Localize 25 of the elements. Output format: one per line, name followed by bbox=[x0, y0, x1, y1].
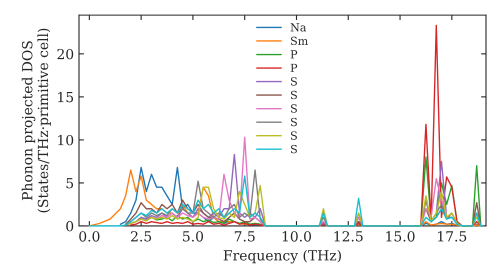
y-tick-label: 0 bbox=[66, 220, 74, 232]
y-axis-title: Phonon projected DOS (States/THz·primitive cell) bbox=[22, 28, 51, 212]
legend-label: Na bbox=[290, 23, 306, 32]
legend-label: S bbox=[291, 104, 297, 113]
legend-label: S bbox=[291, 144, 297, 154]
y-tick-label: 10 bbox=[58, 134, 74, 146]
legend-label: S bbox=[291, 118, 297, 126]
x-tick-label: 17.5 bbox=[438, 231, 466, 242]
x-tick-label: 0.0 bbox=[79, 231, 100, 242]
x-tick-label: 15.0 bbox=[386, 231, 415, 242]
x-tick-label: 2.5 bbox=[131, 231, 152, 242]
x-tick-label: 5.0 bbox=[183, 231, 204, 242]
x-tick-label: 7.5 bbox=[234, 231, 255, 242]
y-tick-label: 15 bbox=[58, 92, 74, 102]
legend-label: S bbox=[291, 90, 297, 100]
x-tick-label: 10.0 bbox=[282, 231, 312, 242]
y-tick-label: 5 bbox=[66, 178, 74, 188]
legend-label: S bbox=[291, 77, 297, 86]
legend-label: Sm bbox=[291, 36, 308, 46]
legend-label: P bbox=[290, 50, 298, 58]
x-tick-label: 12.5 bbox=[334, 231, 363, 242]
legend-label: P bbox=[290, 64, 298, 72]
legend-label: S bbox=[291, 131, 297, 140]
y-tick-label: 20 bbox=[57, 48, 74, 60]
x-axis-title: Frequency (THz) bbox=[224, 250, 341, 264]
